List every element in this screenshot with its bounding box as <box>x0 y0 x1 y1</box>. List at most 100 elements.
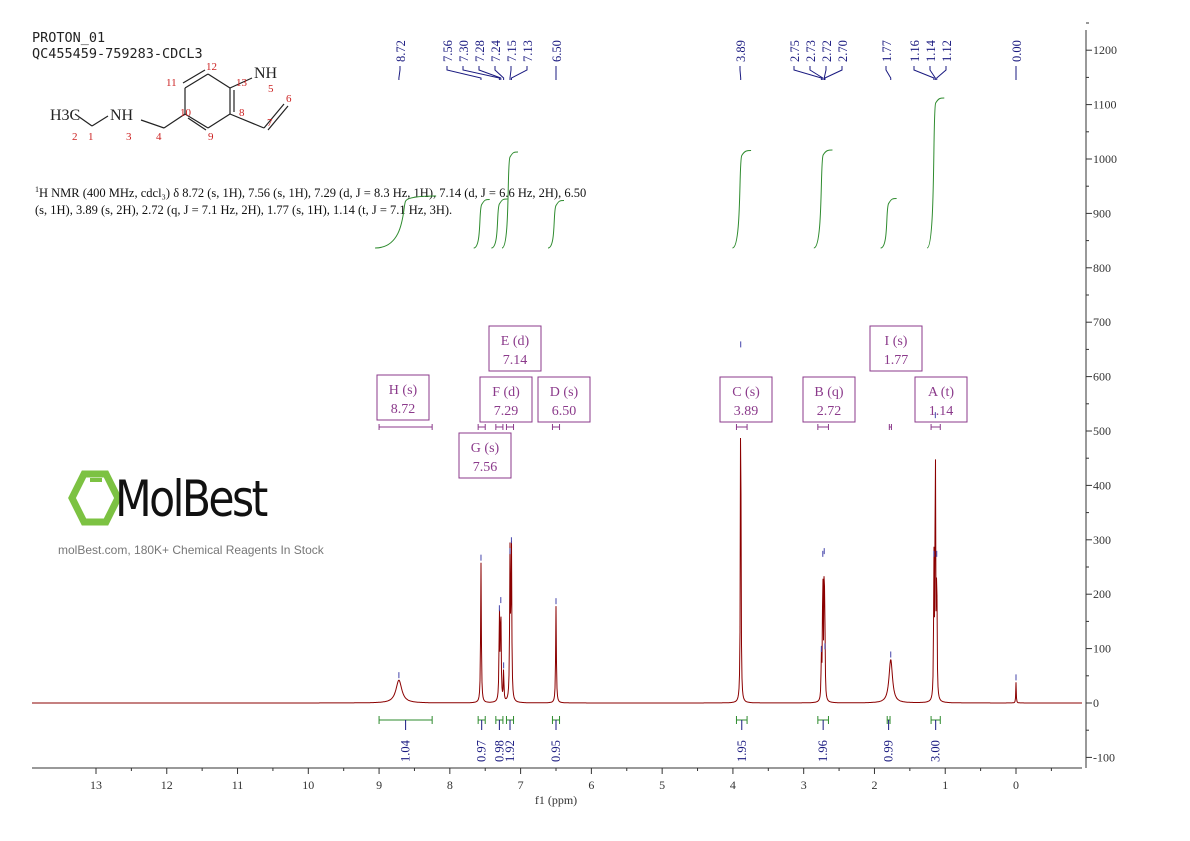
multiplet-label: F (d) <box>492 385 520 400</box>
atom-2: 2 <box>72 131 78 143</box>
multiplet-label: G (s) <box>471 441 500 456</box>
integral-value: 1.04 <box>399 739 413 762</box>
y-tick-label: 1000 <box>1093 152 1117 166</box>
y-tick-label: 1200 <box>1093 43 1117 57</box>
multiplet-box <box>719 376 773 423</box>
atom-3: 3 <box>126 131 132 143</box>
description-superscript: 1 <box>35 185 39 194</box>
molecule-structure: H3C NH NH 1 2 3 4 5 6 7 8 9 10 11 12 13 <box>50 61 292 143</box>
integral-value: 3.00 <box>929 740 943 762</box>
multiplet-shift: 7.56 <box>473 460 498 475</box>
atom-9: 9 <box>208 131 214 143</box>
multiplet-label: D (s) <box>550 385 579 400</box>
multiplet-label: H (s) <box>389 383 418 398</box>
multiplet-box <box>914 376 968 423</box>
peak-label: 7.28 <box>473 40 487 62</box>
multiplet-box <box>458 432 512 479</box>
x-tick-label: 12 <box>161 778 173 792</box>
integral-curve <box>547 200 564 249</box>
atom-1: 1 <box>88 131 94 143</box>
x-tick-label: 9 <box>376 778 382 792</box>
x-tick-label: 2 <box>871 778 877 792</box>
integral-curve <box>473 199 490 249</box>
integral-value: 1.92 <box>503 740 517 762</box>
atom-4: 4 <box>156 131 162 143</box>
multiplet-label: C (s) <box>732 385 760 400</box>
multiplet-box <box>376 374 430 421</box>
y-tick-label: 300 <box>1093 533 1111 547</box>
x-tick-label: 7 <box>518 778 524 792</box>
x-axis-label: f1 (ppm) <box>535 793 577 807</box>
atom-6: 6 <box>286 93 292 105</box>
multiplet-range <box>735 424 748 430</box>
peak-label: 7.15 <box>505 40 519 62</box>
multiplet-box <box>869 325 923 372</box>
multiplet-box <box>537 376 591 423</box>
multiplet-range <box>551 424 561 430</box>
peak-label: 2.73 <box>804 40 818 62</box>
peak-label-connector <box>809 66 824 80</box>
peak-label-connector <box>478 66 502 80</box>
y-tick-label: 0 <box>1093 696 1099 710</box>
multiplet-shift: 8.72 <box>391 402 416 417</box>
multiplet-range <box>817 424 829 430</box>
integral-value: 0.98 <box>492 740 506 762</box>
multiplet-shift: 1.77 <box>884 353 909 368</box>
peak-label: 7.24 <box>489 39 503 62</box>
peak-label-connector <box>823 66 827 80</box>
multiplet-range <box>505 424 515 430</box>
y-tick-label: -100 <box>1093 750 1115 764</box>
integral-value: 0.95 <box>549 740 563 762</box>
peak-label-connector <box>462 66 500 80</box>
y-tick-label: 600 <box>1093 370 1111 384</box>
peak-label-connector <box>509 66 512 80</box>
atom-10: 10 <box>180 107 192 119</box>
multiplet-shift: 6.50 <box>552 404 577 419</box>
multiplet-label: E (d) <box>501 334 530 349</box>
nh-ring-group: NH <box>254 65 278 82</box>
peak-label: 1.12 <box>940 40 954 62</box>
integral-curve <box>731 150 752 249</box>
peak-label: 2.72 <box>820 40 834 62</box>
multiplet-shift: 7.14 <box>503 353 528 368</box>
integral-value: 1.96 <box>816 740 830 762</box>
peak-label: 7.30 <box>457 40 471 62</box>
nmr-description: 1H NMR (400 MHz, cdcl₃) δ 8.72 (s, 1H), … <box>35 181 595 219</box>
multiplet-box <box>479 376 533 423</box>
x-tick-label: 1 <box>942 778 948 792</box>
experiment-name: PROTON_01 <box>32 30 106 46</box>
peak-label-connector <box>936 66 947 80</box>
atom-12: 12 <box>206 61 217 73</box>
x-tick-label: 11 <box>232 778 244 792</box>
peak-label-connector <box>793 66 822 80</box>
peak-label-connector <box>929 66 936 80</box>
multiplet-range <box>930 424 941 430</box>
multiplet-shift: 2.72 <box>817 404 842 419</box>
x-tick-label: 8 <box>447 778 453 792</box>
x-tick-label: 0 <box>1013 778 1019 792</box>
y-tick-label: 900 <box>1093 206 1111 220</box>
peak-label: 2.70 <box>836 40 850 62</box>
x-tick-label: 3 <box>801 778 807 792</box>
peak-label-connector <box>510 66 528 80</box>
peak-label: 0.00 <box>1010 40 1024 62</box>
multiplet-range <box>888 424 892 430</box>
atom-7: 7 <box>267 117 273 129</box>
multiplet-shift: 7.29 <box>494 404 519 419</box>
peak-label: 1.16 <box>908 40 922 62</box>
y-tick-label: 1100 <box>1093 98 1117 112</box>
peak-label-connector <box>494 66 505 80</box>
h3c-group: H3C <box>50 107 80 124</box>
peak-label-connector <box>398 66 401 80</box>
integral-curve <box>880 198 897 249</box>
integral-curve <box>501 151 518 249</box>
multiplet-shift: 3.89 <box>734 404 759 419</box>
integral-curve <box>491 198 508 249</box>
peak-label: 8.72 <box>394 40 408 62</box>
multiplet-label: A (t) <box>928 385 954 400</box>
peak-label: 6.50 <box>550 40 564 62</box>
multiplet-box <box>488 325 542 372</box>
sample-name: QC455459-759283-CDCL3 <box>32 46 203 62</box>
x-tick-label: 5 <box>659 778 665 792</box>
